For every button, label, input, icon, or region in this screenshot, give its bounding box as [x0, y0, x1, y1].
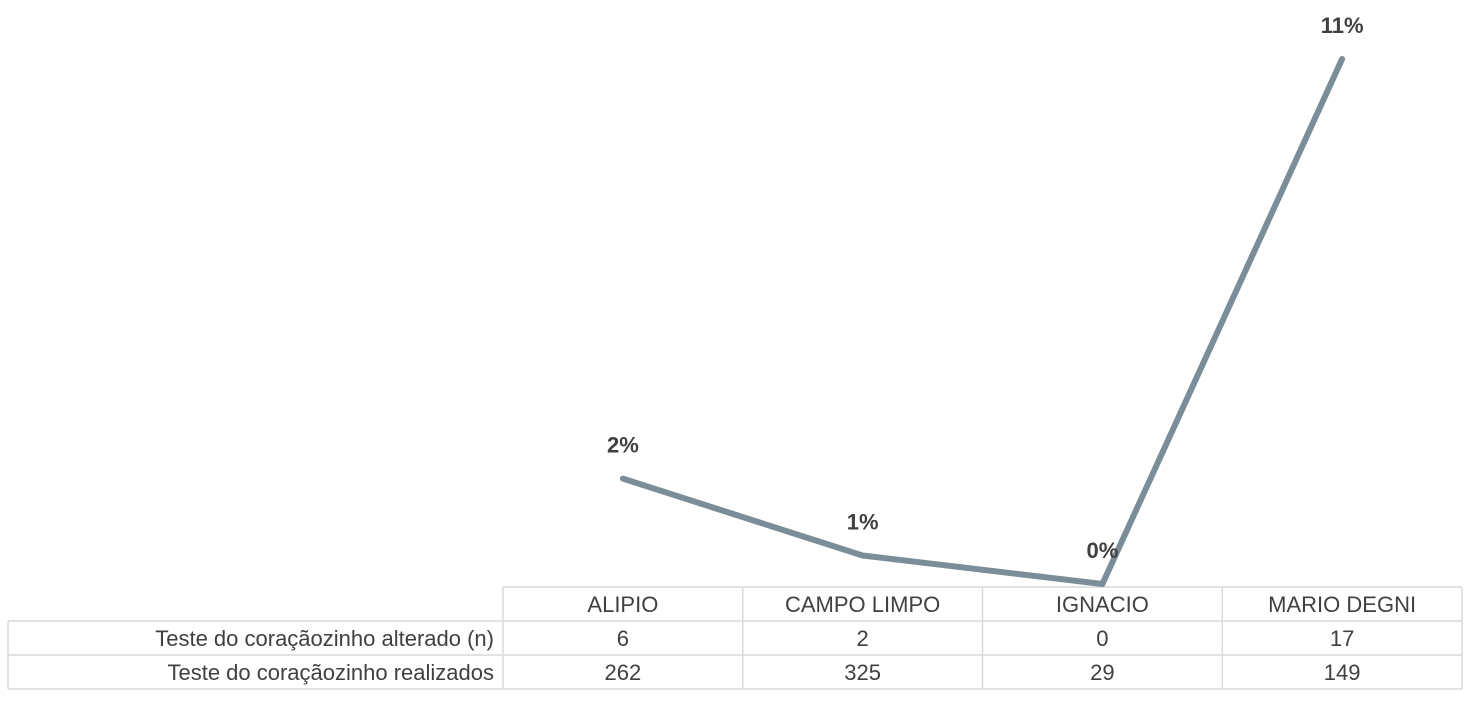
data-table: ALIPIO CAMPO LIMPO IGNACIO MARIO DEGNI Teste… [155, 592, 1416, 685]
table-cell: 0 [1096, 626, 1108, 651]
category-label: CAMPO LIMPO [785, 592, 940, 617]
table-cell: 149 [1324, 660, 1361, 685]
data-label-group: 2% 1% 0% 11% [607, 13, 1364, 563]
category-label: MARIO DEGNI [1268, 592, 1416, 617]
data-label: 2% [607, 433, 639, 458]
category-label: ALIPIO [587, 592, 658, 617]
table-cell: 17 [1330, 626, 1354, 651]
category-label: IGNACIO [1056, 592, 1149, 617]
data-label: 1% [847, 509, 879, 534]
data-label: 0% [1086, 538, 1118, 563]
table-cell: 29 [1090, 660, 1114, 685]
table-row-label: Teste do coraçãozinho alterado (n) [155, 626, 494, 651]
table-cell: 325 [844, 660, 881, 685]
series-line [619, 56, 1346, 587]
table-cell: 2 [857, 626, 869, 651]
data-label: 11% [1321, 13, 1364, 38]
series-line-group [619, 56, 1346, 587]
data-table-grid [7, 586, 1463, 690]
table-cell: 262 [605, 660, 642, 685]
table-row-label: Teste do coraçãozinho realizados [167, 660, 494, 685]
table-cell: 6 [617, 626, 629, 651]
